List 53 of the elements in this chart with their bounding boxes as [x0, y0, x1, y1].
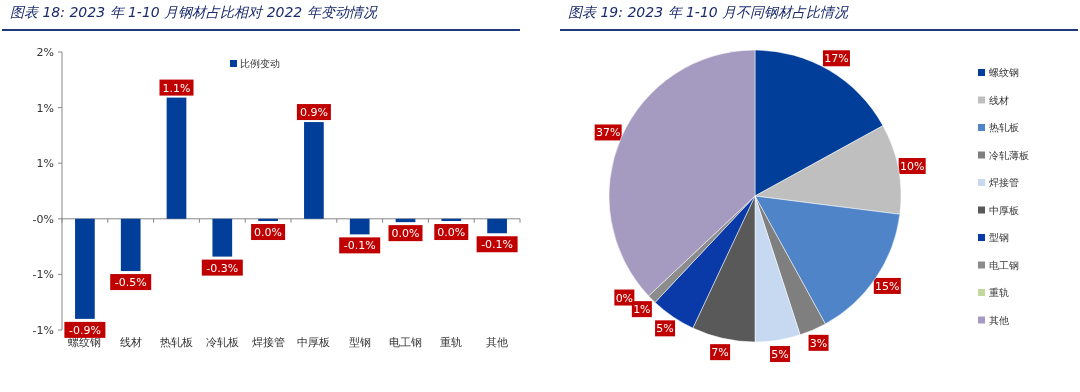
- y-tick-label: -1%: [32, 268, 54, 282]
- x-tick-label: 型钢: [348, 336, 371, 349]
- y-tick-label: 1%: [36, 157, 54, 171]
- legend-label: 重轨: [989, 287, 1009, 298]
- legend-label: 焊接管: [989, 177, 1019, 188]
- data-label: -0.1%: [343, 239, 376, 253]
- text: 0%: [615, 291, 634, 305]
- data-label: 15%: [875, 279, 900, 293]
- chart-title: 图表 18: 2023 年 1-10 月钢材占比相对 2022 年变动情况: [10, 4, 378, 20]
- bar: [304, 122, 324, 219]
- x-tick-label: 螺纹钢: [68, 336, 102, 349]
- legend-label: 中厚板: [989, 204, 1019, 216]
- bar: [258, 218, 278, 222]
- data-label: 10%: [899, 160, 925, 174]
- legend-label: 其他: [989, 314, 1009, 326]
- x-tick-label: 中厚板: [297, 336, 331, 349]
- legend-label: 比例变动: [240, 58, 280, 69]
- legend-label: 热轧板: [989, 122, 1019, 133]
- data-label: 1.1%: [162, 81, 191, 95]
- y-tick-label: 2%: [36, 46, 54, 59]
- x-tick-label: 电工钢: [389, 336, 422, 349]
- x-tick-label: 热轧板: [160, 336, 193, 349]
- data-label: 3%: [809, 336, 828, 350]
- y-tick-label: -1%: [32, 324, 54, 337]
- x-tick-label: 焊接管: [251, 336, 285, 349]
- data-label: 37%: [595, 126, 621, 140]
- data-label: -0.1%: [481, 238, 514, 252]
- bar: [441, 218, 462, 222]
- x-tick-label: 线材: [119, 336, 142, 349]
- legend-label: 螺纹钢: [989, 67, 1019, 78]
- data-label: 5%: [771, 348, 789, 362]
- data-label: 0.0%: [437, 226, 466, 240]
- data-label: -0.3%: [206, 261, 239, 275]
- bar: [166, 97, 187, 219]
- data-label: 0.9%: [299, 106, 328, 120]
- data-label: 5%: [656, 322, 674, 336]
- y-tick-label: 1%: [36, 101, 54, 115]
- data-label: 1%: [633, 303, 651, 317]
- chart-title: 图表 19: 2023 年 1-10 月不同钢材占比情况: [568, 4, 850, 20]
- legend-label: 线材: [989, 94, 1009, 106]
- y-tick-label: -0%: [32, 212, 54, 226]
- data-label: 0.0%: [391, 227, 420, 241]
- x-tick-label: 其他: [486, 336, 509, 349]
- legend-label: 冷轧薄板: [989, 149, 1029, 161]
- x-tick-label: 冷轧板: [205, 336, 239, 349]
- data-label: 7%: [711, 346, 729, 360]
- legend-label: 电工钢: [989, 259, 1019, 271]
- legend-label: 型钢: [989, 232, 1009, 243]
- data-label: 17%: [824, 52, 849, 66]
- data-label: 0.0%: [254, 226, 283, 240]
- data-label: -0.9%: [68, 323, 101, 337]
- x-tick-label: 重轨: [440, 336, 463, 349]
- data-label: -0.5%: [114, 276, 147, 290]
